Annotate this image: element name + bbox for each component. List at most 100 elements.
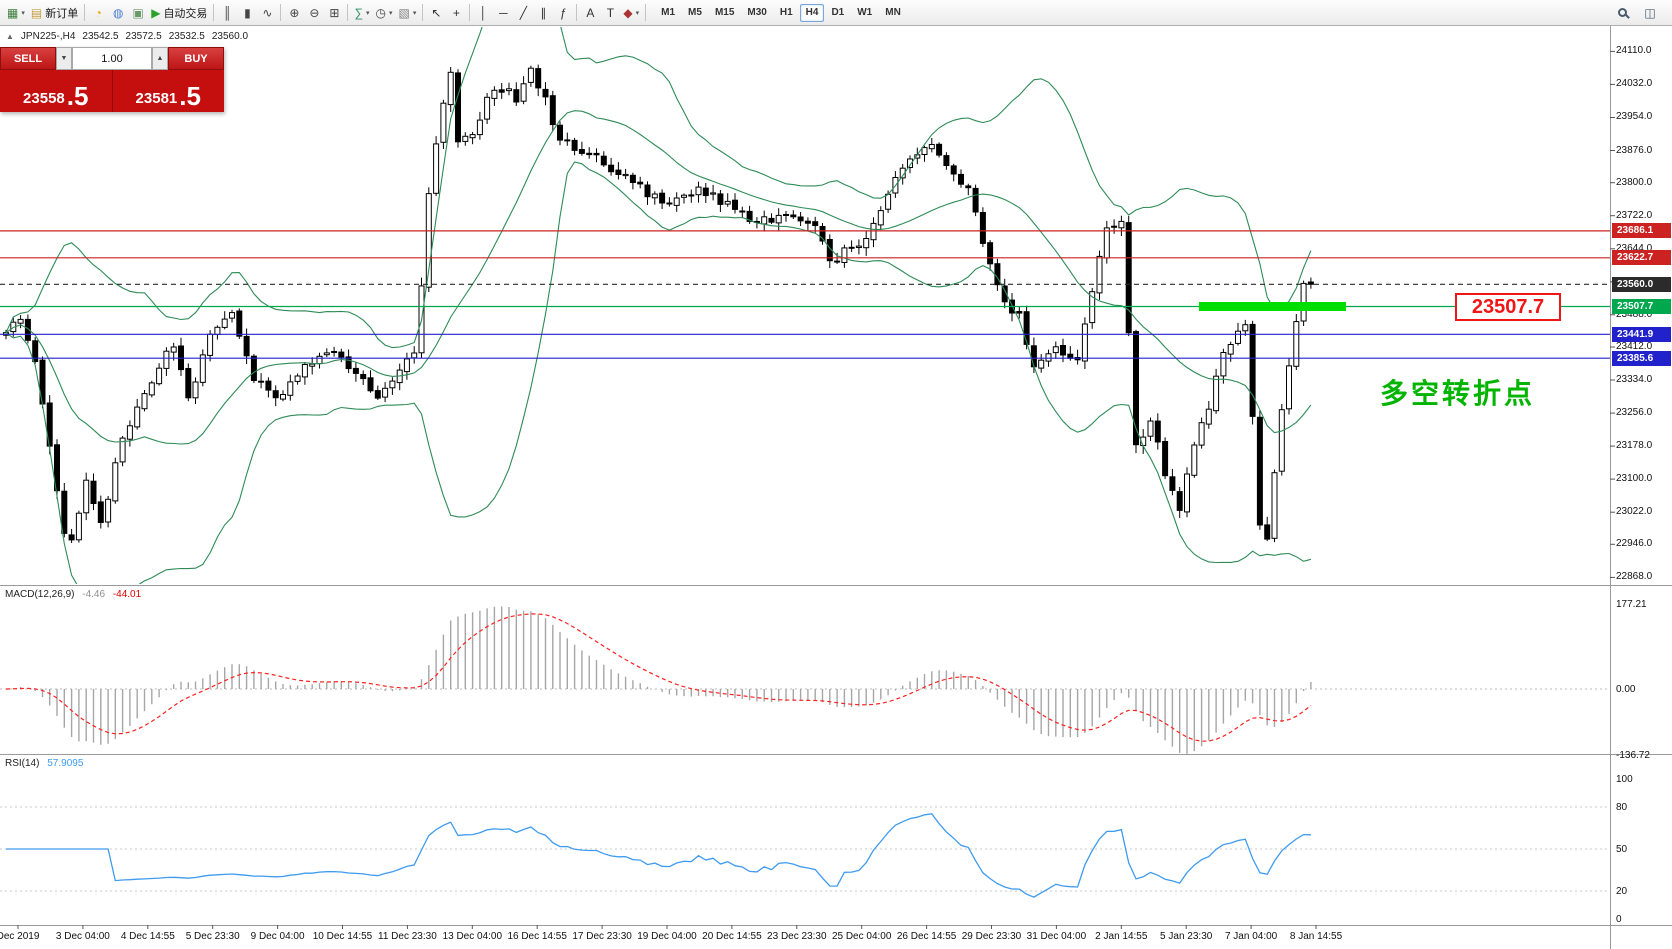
history-center-icon: ◔ xyxy=(94,5,102,20)
time-axis-label: 13 Dec 04:00 xyxy=(442,931,503,942)
candlestick-chart-button[interactable]: ▮ xyxy=(237,3,257,23)
text-label-button[interactable]: T xyxy=(600,3,620,23)
chart-title: JPN225-,H4 xyxy=(20,31,76,42)
rsi-scale-label: 80 xyxy=(1616,802,1628,813)
toolbar: ▦ ▾ ▤ 新订单 ◔ ◍ ▣ ▶ 自动交易 ║ ▮ ∿ ⊕ ⊖ ⊞ ∑ ▾ ◷ ▾ ▧ ▾ ↖ + │ ─ ╱ ∥ ƒ A T ◆ ▾ M1 M… xyxy=(0,0,1672,26)
toolbar-separator xyxy=(347,4,349,21)
price-axis-label: 23022.0 xyxy=(1616,506,1653,518)
price-tag-23507.7: 23507.7 xyxy=(1612,298,1671,314)
search-icon xyxy=(1617,8,1627,17)
templates-button[interactable]: ▧ ▾ xyxy=(396,3,420,23)
layout-icon: ◫ xyxy=(1644,5,1656,20)
highlight-bar[interactable] xyxy=(1199,302,1346,311)
sell-button[interactable]: SELL xyxy=(0,47,56,70)
zoom-out-button[interactable]: ⊖ xyxy=(304,3,324,23)
time-axis-label: 8 Jan 14:55 xyxy=(1289,931,1343,942)
ohlc-open: 23542.5 xyxy=(82,31,119,42)
macd-scale-label: 177.21 xyxy=(1616,598,1647,610)
layout-button[interactable]: ◫ xyxy=(1640,3,1660,23)
history-center-button[interactable]: ◔ xyxy=(88,3,108,23)
time-axis-label: 5 Dec 23:30 xyxy=(185,931,240,942)
price-tag-23686.1: 23686.1 xyxy=(1612,223,1671,239)
new-order-button[interactable]: ▤ 新订单 xyxy=(28,3,81,23)
price-axis-label: 22946.0 xyxy=(1616,538,1653,550)
timeframe-m5-button[interactable]: M5 xyxy=(688,7,702,18)
search-button[interactable] xyxy=(1612,3,1632,23)
time-axis-label: Dec 2019 xyxy=(0,931,40,942)
data-window-button[interactable]: ▣ xyxy=(128,3,148,23)
time-axis-label: 23 Dec 23:30 xyxy=(767,931,827,942)
fibonacci-button[interactable]: ƒ xyxy=(553,3,573,23)
rsi-scale-label: 100 xyxy=(1616,774,1633,785)
buy-price-frac: .5 xyxy=(179,81,201,112)
tile-windows-button[interactable]: ⊞ xyxy=(324,3,344,23)
price-axis-label: 23800.0 xyxy=(1616,176,1653,188)
cursor-button[interactable]: ↖ xyxy=(426,3,446,23)
time-axis-label: 20 Dec 14:55 xyxy=(702,931,762,942)
autotrade-button[interactable]: ▶ 自动交易 xyxy=(148,3,210,23)
sell-price-display[interactable]: 23558 .5 xyxy=(0,70,112,112)
vertical-line-button[interactable]: │ xyxy=(473,3,493,23)
zoom-in-button[interactable]: ⊕ xyxy=(284,3,304,23)
rsi-scale-label: 20 xyxy=(1616,886,1628,897)
indicators-icon: ∑ xyxy=(354,5,363,20)
rsi-panel[interactable] xyxy=(0,806,1610,898)
tile-windows-icon: ⊞ xyxy=(329,5,340,20)
crosshair-button[interactable]: + xyxy=(446,3,466,23)
macd-panel[interactable] xyxy=(0,606,1610,754)
time-axis-label: 29 Dec 23:30 xyxy=(961,931,1022,942)
arrows-button[interactable]: ◆ ▾ xyxy=(620,3,642,23)
zoom-in-icon: ⊕ xyxy=(289,5,300,20)
toolbar-separator xyxy=(645,4,647,21)
price-axis-label: 23334.0 xyxy=(1616,374,1653,386)
time-axis-label: 10 Dec 14:55 xyxy=(312,931,373,942)
horizontal-line-button[interactable]: ─ xyxy=(493,3,513,23)
price-tag-23385.6: 23385.6 xyxy=(1612,350,1671,366)
timeframe-h4-button[interactable]: H4 xyxy=(799,3,825,22)
volume-increase-button[interactable]: ▲ xyxy=(152,47,168,70)
ohlc-high: 23572.5 xyxy=(125,31,162,42)
toolbar-separator xyxy=(576,4,578,21)
indicators-button[interactable]: ∑ ▾ xyxy=(351,3,372,23)
buy-button[interactable]: BUY xyxy=(168,47,224,70)
equidistant-channel-button[interactable]: ∥ xyxy=(533,3,553,23)
toolbar-right-group: ◫ xyxy=(1612,3,1668,23)
time-axis-label: 5 Jan 23:30 xyxy=(1160,931,1213,942)
price-axis-label: 22868.0 xyxy=(1616,571,1653,583)
time-axis-label: 26 Dec 14:55 xyxy=(896,931,957,942)
periods-button[interactable]: ◷ ▾ xyxy=(373,3,396,23)
buy-price-main: 23581 xyxy=(135,89,178,107)
price-axis-label: 23488.0 xyxy=(1616,308,1653,320)
text-button[interactable]: A xyxy=(580,3,600,23)
data-window-icon: ▣ xyxy=(132,5,144,20)
new-chart-button[interactable]: ▦ ▾ xyxy=(4,3,28,23)
timeframe-m30-button[interactable]: M30 xyxy=(747,7,767,18)
timeframe-d1-button[interactable]: D1 xyxy=(831,7,845,18)
timeframe-m1-button[interactable]: M1 xyxy=(661,7,676,18)
buy-price-display[interactable]: 23581 .5 xyxy=(111,70,224,112)
bar-chart-button[interactable]: ║ xyxy=(217,3,237,23)
timeframe-h1-button[interactable]: H1 xyxy=(779,7,793,18)
turning-point-label: 多空转折点 xyxy=(1380,378,1536,409)
volume-input[interactable] xyxy=(72,47,152,70)
volume-decrease-button[interactable]: ▼ xyxy=(56,47,72,70)
market-watch-button[interactable]: ◍ xyxy=(108,3,128,23)
bollinger-bands xyxy=(5,27,1312,584)
candlestick-chart-icon: ▮ xyxy=(244,5,251,20)
timeframe-w1-button[interactable]: W1 xyxy=(857,7,873,18)
macd-signal-value: -44.01 xyxy=(112,589,142,600)
ohlc-low: 23532.5 xyxy=(168,31,205,42)
timeframe-mn-button[interactable]: MN xyxy=(885,7,901,18)
timeframe-m15-button[interactable]: M15 xyxy=(714,7,735,18)
price-axis-label: 23644.0 xyxy=(1616,242,1653,254)
time-axis-label: 17 Dec 23:30 xyxy=(572,931,632,942)
candle-bodies xyxy=(3,67,1314,541)
trendline-button[interactable]: ╱ xyxy=(513,3,533,23)
crosshair-icon: + xyxy=(452,5,460,20)
new-chart-icon: ▦ xyxy=(7,5,19,20)
one-click-trading-panel: SELL ▼ ▲ BUY 23558 .5 23581 .5 xyxy=(0,47,224,112)
main-chart-panel[interactable] xyxy=(0,0,1610,604)
price-axis-label: 23178.0 xyxy=(1616,440,1653,452)
line-chart-button[interactable]: ∿ xyxy=(257,3,277,23)
